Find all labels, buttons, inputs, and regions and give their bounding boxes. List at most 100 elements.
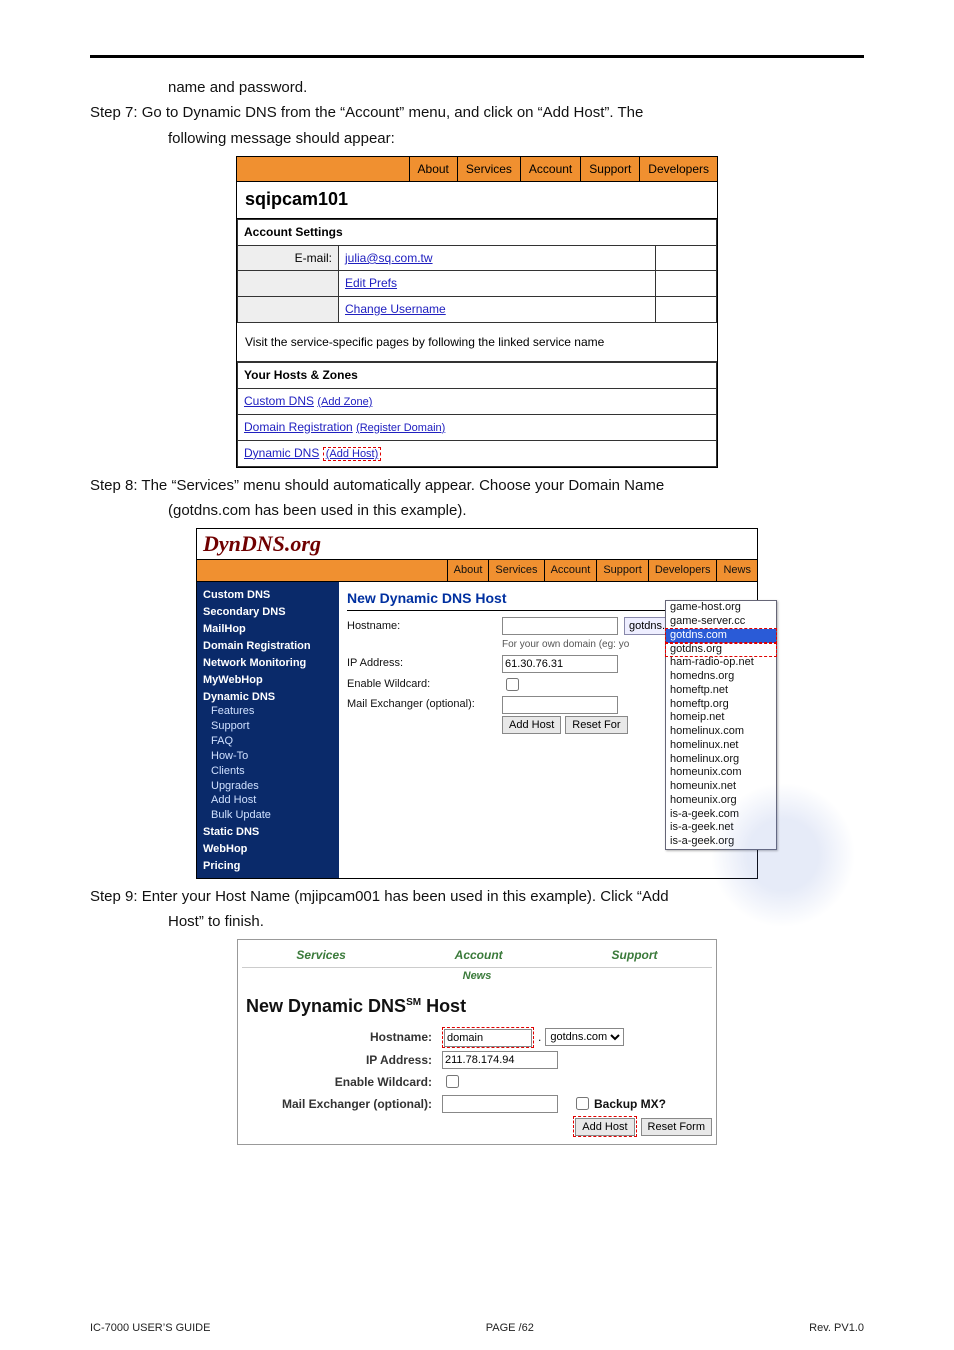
side-custom-dns[interactable]: Custom DNS	[203, 588, 333, 603]
side-domain-reg[interactable]: Domain Registration	[203, 639, 333, 654]
side-dynamic-dns[interactable]: Dynamic DNS	[203, 690, 333, 705]
side-faq[interactable]: FAQ	[211, 734, 333, 749]
f3-ip-label: IP Address:	[242, 1051, 442, 1070]
f3-subtab-news[interactable]: News	[242, 968, 712, 985]
add-host-link[interactable]: (Add Host)	[323, 447, 382, 461]
dd-opt[interactable]: game-host.org	[666, 601, 776, 615]
dd-opt[interactable]: game-server.cc	[666, 615, 776, 629]
tab-developers[interactable]: Developers	[639, 157, 717, 182]
fig-dyndns-services: DynDNS.org About Services Account Suppor…	[196, 528, 758, 878]
f3-wild-label: Enable Wildcard:	[242, 1073, 442, 1092]
ip-input[interactable]	[502, 655, 618, 673]
hostname-label: Hostname:	[347, 618, 502, 635]
f3-tab-services[interactable]: Services	[296, 944, 345, 967]
wildcard-checkbox[interactable]	[506, 678, 519, 691]
change-username-link[interactable]: Change Username	[345, 302, 446, 316]
info-text: Visit the service-specific pages by foll…	[237, 323, 717, 363]
add-zone-link[interactable]: (Add Zone)	[317, 396, 372, 408]
add-host-button[interactable]: Add Host	[502, 716, 561, 734]
tab-account[interactable]: Account	[520, 157, 580, 182]
dynamic-dns-link[interactable]: Dynamic DNS	[244, 446, 319, 460]
edit-prefs-link[interactable]: Edit Prefs	[345, 276, 397, 290]
email-link[interactable]: julia@sq.com.tw	[345, 251, 433, 265]
dd-opt[interactable]: homelinux.org	[666, 753, 776, 767]
mx-input[interactable]	[502, 696, 618, 714]
side-bulk-update[interactable]: Bulk Update	[211, 808, 333, 823]
dyndns-logo: DynDNS.org	[197, 529, 757, 559]
side-pricing[interactable]: Pricing	[203, 859, 333, 874]
custom-dns-link[interactable]: Custom DNS	[244, 394, 314, 408]
side-mailhop[interactable]: MailHop	[203, 622, 333, 637]
email-label: E-mail:	[238, 245, 339, 271]
dd-opt[interactable]: homeip.net	[666, 711, 776, 725]
dd-opt[interactable]: gotdns.org	[666, 643, 776, 657]
fig3-tabs: Services Account Support	[242, 944, 712, 968]
dd-opt[interactable]: homeftp.org	[666, 698, 776, 712]
side-secondary-dns[interactable]: Secondary DNS	[203, 605, 333, 620]
f3-backup-label: Backup MX?	[594, 1095, 666, 1114]
f3-domain-select[interactable]: gotdns.com	[545, 1028, 624, 1046]
f3-tab-support[interactable]: Support	[612, 944, 658, 967]
tab-about[interactable]: About	[409, 157, 457, 182]
dd-opt[interactable]: homeunix.com	[666, 766, 776, 780]
tab-support[interactable]: Support	[580, 157, 639, 182]
footer-right: Rev. PV1.0	[809, 1322, 864, 1334]
text-continuation: name and password.	[168, 76, 864, 99]
step8-cont: (gotdns.com has been used in this exampl…	[168, 499, 864, 522]
tab2-news[interactable]: News	[716, 560, 757, 581]
f3-mx-label: Mail Exchanger (optional):	[242, 1095, 442, 1114]
dd-opt[interactable]: homelinux.net	[666, 739, 776, 753]
tab2-support[interactable]: Support	[596, 560, 648, 581]
account-settings-heading: Account Settings	[238, 220, 717, 246]
side-mywebhop[interactable]: MyWebHop	[203, 673, 333, 688]
dd-opt[interactable]: is-a-geek.net	[666, 821, 776, 835]
fig-new-host: Services Account Support News New Dynami…	[237, 939, 717, 1145]
sidebar: Custom DNS Secondary DNS MailHop Domain …	[197, 582, 339, 877]
tab2-account[interactable]: Account	[544, 560, 597, 581]
domain-registration-link[interactable]: Domain Registration	[244, 420, 353, 434]
nav-tabs: About Services Account Support Developer…	[237, 157, 717, 183]
side-static-dns[interactable]: Static DNS	[203, 825, 333, 840]
tab2-about[interactable]: About	[447, 560, 489, 581]
dd-opt[interactable]: homeunix.org	[666, 794, 776, 808]
dd-opt[interactable]: ham-radio-op.net	[666, 656, 776, 670]
f3-tab-account[interactable]: Account	[455, 944, 503, 967]
dd-opt[interactable]: homelinux.com	[666, 725, 776, 739]
step7-cont: following message should appear:	[168, 127, 864, 150]
dd-opt-selected[interactable]: gotdns.com	[666, 629, 776, 643]
step9-cont: Host” to finish.	[168, 910, 864, 933]
tab2-services[interactable]: Services	[488, 560, 543, 581]
f3-add-host-button[interactable]: Add Host	[575, 1118, 634, 1136]
f3-mx-input[interactable]	[442, 1095, 558, 1113]
f3-wild-checkbox[interactable]	[446, 1075, 459, 1088]
dd-opt[interactable]: is-a-geek.com	[666, 808, 776, 822]
register-domain-link[interactable]: (Register Domain)	[356, 422, 445, 434]
f3-hostname-input[interactable]	[444, 1029, 532, 1047]
dd-opt[interactable]: homeftp.net	[666, 684, 776, 698]
side-support[interactable]: Support	[211, 719, 333, 734]
side-howto[interactable]: How-To	[211, 749, 333, 764]
footer-left: IC-7000 USER’S GUIDE	[90, 1322, 210, 1334]
f3-title: New Dynamic DNSSM Host	[246, 993, 708, 1021]
side-features[interactable]: Features	[211, 704, 333, 719]
side-add-host[interactable]: Add Host	[211, 793, 333, 808]
dd-opt[interactable]: is-a-geek.org	[666, 835, 776, 849]
dd-opt[interactable]: homeunix.net	[666, 780, 776, 794]
side-network-mon[interactable]: Network Monitoring	[203, 656, 333, 671]
domain-dropdown-list[interactable]: game-host.org game-server.cc gotdns.com …	[665, 600, 777, 850]
footer-center: PAGE /62	[486, 1322, 534, 1334]
tab2-developers[interactable]: Developers	[648, 560, 717, 581]
dd-opt[interactable]: homedns.org	[666, 670, 776, 684]
side-webhop[interactable]: WebHop	[203, 842, 333, 857]
step8-text: Step 8: The “Services” menu should autom…	[90, 477, 664, 494]
tab-services[interactable]: Services	[457, 157, 520, 182]
step9-text: Step 9: Enter your Host Name (mjipcam001…	[90, 888, 669, 905]
ip-label: IP Address:	[347, 655, 502, 672]
f3-ip-input[interactable]	[442, 1051, 558, 1069]
side-upgrades[interactable]: Upgrades	[211, 779, 333, 794]
f3-reset-button[interactable]: Reset Form	[641, 1118, 712, 1136]
side-clients[interactable]: Clients	[211, 764, 333, 779]
reset-form-button[interactable]: Reset For	[565, 716, 627, 734]
f3-backup-checkbox[interactable]	[576, 1097, 589, 1110]
hostname-input[interactable]	[502, 617, 618, 635]
